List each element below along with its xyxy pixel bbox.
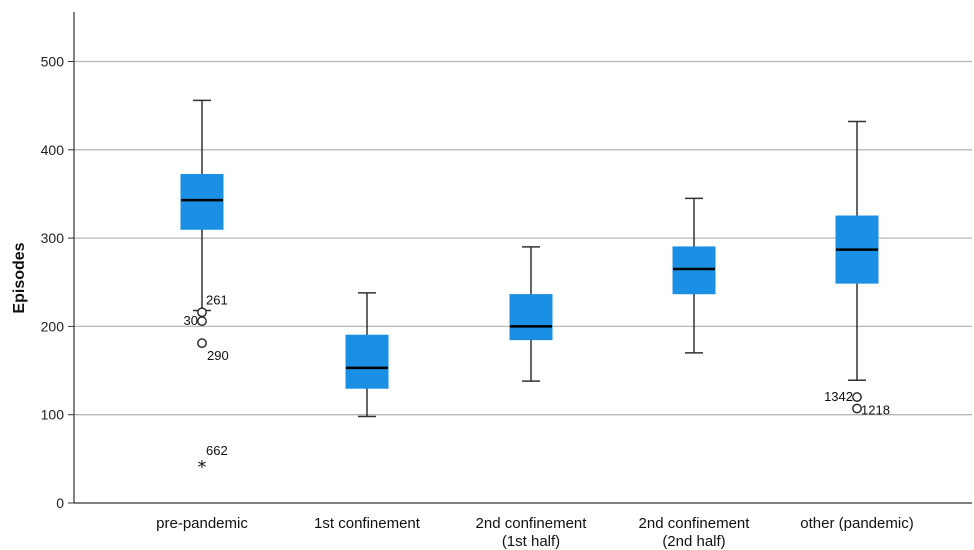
outlier-marker xyxy=(852,392,862,402)
y-tick-label: 100 xyxy=(41,407,65,423)
iqr-box xyxy=(180,174,224,230)
y-tick-label: 0 xyxy=(56,495,64,511)
outlier-marker xyxy=(197,307,207,318)
iqr-box xyxy=(509,294,553,341)
y-tick-label: 300 xyxy=(41,230,65,246)
y-tick-label: 200 xyxy=(41,318,65,334)
x-category-label: other (pandemic) xyxy=(800,515,913,532)
outlier-label: 662 xyxy=(206,443,228,458)
outlier-label: 290 xyxy=(207,348,229,363)
box-group xyxy=(835,120,879,382)
outlier-label: 1218 xyxy=(861,403,890,418)
outlier-label: 1342 xyxy=(824,389,853,404)
outlier-marker xyxy=(197,316,207,327)
x-category-label: 1st confinement xyxy=(314,515,421,532)
box-group xyxy=(180,99,224,312)
x-category-label: 2nd confinement xyxy=(476,515,588,532)
boxes xyxy=(180,99,879,418)
y-tick-label: 400 xyxy=(41,142,65,158)
x-category-label: pre-pandemic xyxy=(156,515,248,532)
x-category-label: 2nd confinement xyxy=(639,515,751,532)
x-category-label-line2: (2nd half) xyxy=(662,533,725,550)
extreme-outlier-marker: * xyxy=(198,457,207,478)
outliers: 261 30 290 *662 1342 1218 xyxy=(184,292,890,478)
outlier-label: 30 xyxy=(184,313,198,328)
box-group xyxy=(672,197,716,354)
outlier-marker xyxy=(197,338,207,349)
axes: Episodes 0 100 200 300 400 500 xyxy=(11,12,972,511)
box-group xyxy=(509,246,553,382)
x-category-label-line2: (1st half) xyxy=(502,533,560,550)
iqr-box xyxy=(672,246,716,295)
grid-lines xyxy=(74,60,972,416)
category-labels: pre-pandemic 1st confinement 2nd confineme… xyxy=(156,515,914,550)
outlier-label: 261 xyxy=(206,292,228,307)
y-axis-label: Episodes xyxy=(11,242,28,313)
y-tick-label: 500 xyxy=(41,54,65,70)
outlier-marker xyxy=(852,403,862,414)
iqr-box xyxy=(345,334,389,389)
box-group xyxy=(345,292,389,418)
